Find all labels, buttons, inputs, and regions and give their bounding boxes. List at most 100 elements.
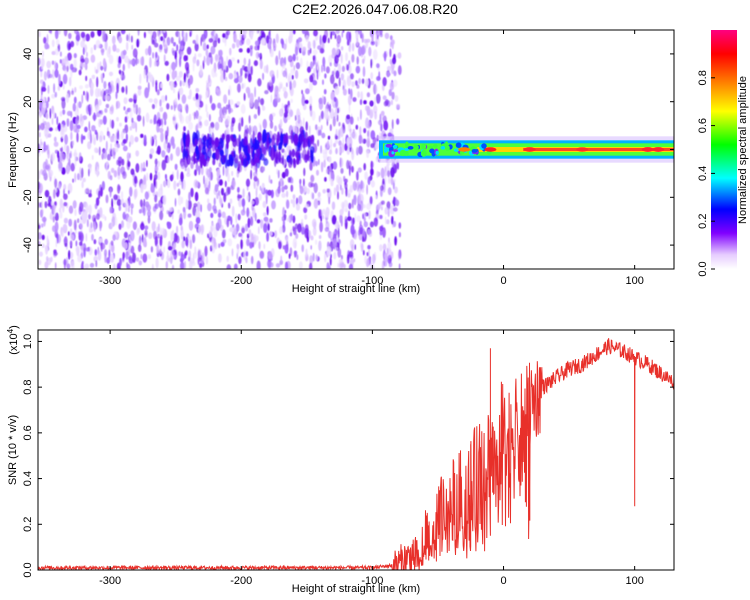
spectrogram-noise-cell bbox=[255, 181, 259, 192]
spectrogram-noise-cell bbox=[220, 199, 223, 205]
spectrogram-noise-cell bbox=[339, 143, 345, 154]
spectrogram-noise-cell bbox=[263, 158, 269, 166]
spectrogram-noise-cell bbox=[242, 188, 245, 199]
spectrogram-noise-cell bbox=[297, 114, 301, 124]
spectrogram-noise-cell bbox=[146, 74, 149, 83]
spectrogram-noise-cell bbox=[237, 163, 243, 173]
spectrogram-noise-cell bbox=[85, 187, 90, 194]
spectrogram-noise-cell bbox=[347, 189, 352, 196]
spectrogram-noise-cell bbox=[146, 204, 151, 212]
spectrogram-noise-cell bbox=[193, 151, 196, 165]
spectrogram-noise-cell bbox=[93, 239, 97, 245]
spectrogram-noise-cell bbox=[82, 177, 86, 183]
signal-speckle bbox=[413, 144, 419, 151]
spectrogram-noise-cell bbox=[322, 56, 326, 67]
spectrogram-noise-cell bbox=[357, 116, 359, 122]
spectrogram-noise-cell bbox=[243, 57, 247, 66]
spectrogram-noise-cell bbox=[292, 215, 296, 224]
spectrogram-noise-cell bbox=[56, 232, 59, 244]
spectrogram-noise-cell bbox=[131, 117, 134, 123]
spectrogram-noise-cell bbox=[373, 96, 376, 107]
spectrogram-noise-cell bbox=[225, 166, 229, 178]
spectrogram-noise-cell bbox=[84, 84, 89, 89]
spectrogram-noise-cell bbox=[280, 255, 283, 263]
spectrogram-noise-cell bbox=[51, 39, 55, 48]
spectrogram-y-label: Frequency (Hz) bbox=[7, 112, 19, 188]
spectrogram-noise-cell bbox=[379, 244, 383, 252]
spectrogram-noise-cell bbox=[39, 251, 43, 257]
spectrogram-noise-cell bbox=[363, 216, 366, 222]
spectrogram-noise-cell bbox=[235, 137, 240, 147]
signal-speckle bbox=[427, 145, 434, 150]
spectrogram-noise-cell bbox=[133, 103, 138, 114]
spectrogram-noise-cell bbox=[299, 261, 303, 269]
spectrogram-noise-cell bbox=[227, 238, 233, 247]
spectrogram-noise-cell bbox=[249, 241, 253, 249]
spectrogram-noise-cell bbox=[203, 30, 208, 39]
spectrogram-noise-cell bbox=[318, 99, 324, 110]
spectrogram-noise-cell bbox=[116, 117, 119, 122]
chart-title: C2E2.2026.047.06.08.R20 bbox=[292, 1, 458, 17]
spectrogram-noise-cell bbox=[166, 36, 171, 46]
spectrogram-noise-cell bbox=[156, 244, 160, 254]
y-tick-label: 0.6 bbox=[22, 425, 34, 440]
spectrogram-noise-cell bbox=[202, 158, 207, 167]
spectrogram-noise-cell bbox=[195, 110, 199, 120]
spectrogram-noise-cell bbox=[174, 97, 178, 105]
spectrogram-noise-cell bbox=[195, 216, 201, 224]
spectrogram-noise-cell bbox=[226, 141, 229, 150]
spectrogram-noise-cell bbox=[322, 215, 324, 220]
spectrogram-noise-cell bbox=[361, 32, 364, 43]
spectrogram-noise-cell bbox=[124, 55, 129, 64]
spectrogram-noise-cell bbox=[131, 121, 137, 129]
spectrogram-noise-cell bbox=[80, 40, 85, 48]
spectrogram-noise-cell bbox=[311, 110, 316, 121]
spectrogram-noise-cell bbox=[394, 237, 398, 243]
spectrogram-noise-cell bbox=[269, 70, 275, 78]
spectrogram-noise-cell bbox=[118, 223, 122, 230]
spectrogram-noise-cell bbox=[108, 84, 112, 95]
spectrogram-noise-cell bbox=[375, 142, 380, 150]
spectrogram-noise-cell bbox=[90, 47, 93, 55]
spectrogram-noise-cell bbox=[334, 55, 339, 64]
spectrogram-noise-cell bbox=[218, 49, 223, 57]
spectrogram-noise-cell bbox=[368, 210, 371, 220]
spectrogram-noise-cell bbox=[222, 33, 226, 39]
spectrogram-noise-cell bbox=[328, 149, 333, 155]
spectrogram-noise-cell bbox=[260, 219, 263, 229]
spectrogram-noise-cell bbox=[162, 111, 168, 121]
spectrogram-noise-cell bbox=[382, 77, 387, 87]
spectrogram-noise-cell bbox=[335, 147, 338, 155]
spectrogram-noise-cell bbox=[371, 34, 374, 43]
spectrogram-noise-cell bbox=[225, 134, 230, 144]
spectrogram-noise-cell bbox=[216, 89, 222, 97]
spectrogram-noise-cell bbox=[269, 120, 274, 129]
spectrogram-noise-cell bbox=[121, 86, 125, 93]
spectrogram-noise-cell bbox=[343, 264, 346, 269]
spectrogram-noise-cell bbox=[380, 188, 383, 197]
spectrogram-noise-cell bbox=[183, 157, 189, 169]
colorbar-tick-label: 0.2 bbox=[697, 214, 709, 229]
spectrogram-noise-cell bbox=[381, 200, 385, 205]
spectrogram-noise-cell bbox=[174, 163, 178, 171]
spectrogram-noise-cell bbox=[254, 40, 259, 46]
signal-peak bbox=[484, 147, 497, 152]
spectrogram-noise-cell bbox=[301, 244, 305, 253]
spectrogram-noise-cell bbox=[102, 94, 105, 100]
spectrogram-noise-cell bbox=[226, 55, 229, 64]
spectrogram-noise-cell bbox=[367, 130, 370, 138]
spectrogram-noise-cell bbox=[122, 145, 128, 152]
spectrogram-noise-cell bbox=[351, 198, 354, 209]
spectrogram-noise-cell bbox=[283, 213, 287, 221]
spectrogram-noise-cell bbox=[173, 180, 177, 191]
spectrogram-noise-cell bbox=[124, 116, 128, 123]
spectrogram-noise-cell bbox=[257, 105, 261, 116]
spectrogram-noise-cell bbox=[219, 149, 224, 157]
spectrogram-noise-cell bbox=[226, 264, 232, 269]
spectrogram-noise-cell bbox=[174, 197, 177, 207]
spectrogram-noise-cell bbox=[87, 131, 92, 140]
spectrogram-noise-cell bbox=[133, 175, 138, 184]
spectrogram-noise-cell bbox=[91, 233, 94, 241]
spectrogram-noise-cell bbox=[260, 166, 265, 173]
spectrogram-noise-cell bbox=[347, 216, 352, 222]
